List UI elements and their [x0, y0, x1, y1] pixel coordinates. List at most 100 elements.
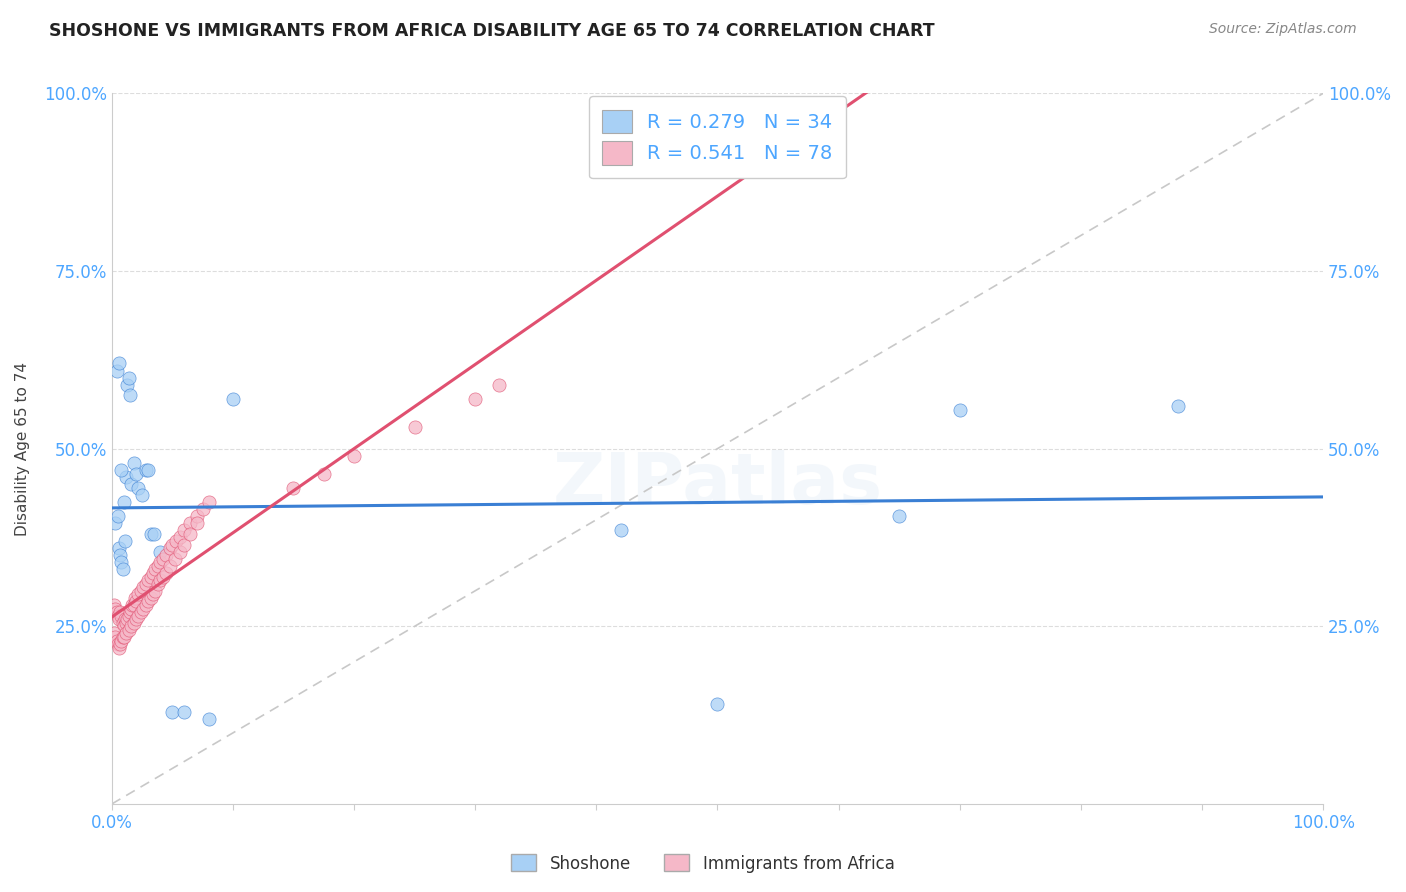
Point: [118, 388, 141, 402]
Point: [197, 495, 219, 509]
Point: [135, 576, 157, 591]
Point: [105, 605, 128, 619]
Point: [115, 615, 138, 630]
Point: [108, 356, 131, 370]
Point: [120, 619, 142, 633]
Point: [149, 555, 172, 569]
Point: [104, 516, 127, 531]
Point: [118, 608, 141, 623]
Point: [464, 392, 486, 406]
Point: [159, 558, 181, 573]
Point: [149, 545, 172, 559]
Point: [111, 630, 134, 644]
Point: [132, 601, 155, 615]
Point: [155, 548, 177, 562]
Point: [112, 495, 135, 509]
Point: [155, 566, 177, 580]
Point: [152, 551, 174, 566]
Point: [108, 612, 131, 626]
Point: [124, 591, 146, 605]
Point: [117, 377, 139, 392]
Point: [118, 370, 141, 384]
Point: [173, 705, 195, 719]
Point: [114, 534, 136, 549]
Point: [111, 615, 134, 630]
Point: [142, 587, 165, 601]
Point: [139, 527, 162, 541]
Point: [122, 615, 145, 630]
Point: [107, 608, 129, 623]
Point: [149, 573, 172, 587]
Point: [110, 548, 132, 562]
Point: [186, 509, 208, 524]
Y-axis label: Disability Age 65 to 74: Disability Age 65 to 74: [15, 361, 30, 536]
Point: [107, 509, 129, 524]
Point: [108, 541, 131, 556]
Point: [125, 594, 148, 608]
Point: [222, 392, 245, 406]
Point: [609, 524, 631, 538]
Point: [115, 470, 138, 484]
Point: [706, 698, 728, 712]
Point: [132, 580, 155, 594]
Point: [146, 576, 169, 591]
Point: [146, 558, 169, 573]
Point: [117, 612, 139, 626]
Legend: R = 0.279   N = 34, R = 0.541   N = 78: R = 0.279 N = 34, R = 0.541 N = 78: [589, 96, 846, 178]
Point: [143, 562, 166, 576]
Point: [143, 583, 166, 598]
Point: [125, 612, 148, 626]
Point: [127, 587, 149, 601]
Point: [122, 456, 145, 470]
Point: [118, 623, 141, 637]
Point: [111, 562, 134, 576]
Point: [169, 531, 191, 545]
Point: [197, 712, 219, 726]
Point: [104, 601, 127, 615]
Point: [127, 481, 149, 495]
Point: [104, 630, 127, 644]
Point: [110, 608, 132, 623]
Point: [488, 377, 510, 392]
Point: [139, 569, 162, 583]
Text: SHOSHONE VS IMMIGRANTS FROM AFRICA DISABILITY AGE 65 TO 74 CORRELATION CHART: SHOSHONE VS IMMIGRANTS FROM AFRICA DISAB…: [49, 22, 935, 40]
Point: [105, 363, 128, 377]
Point: [127, 608, 149, 623]
Point: [131, 488, 153, 502]
Point: [110, 605, 132, 619]
Point: [173, 538, 195, 552]
Point: [120, 477, 142, 491]
Point: [179, 527, 201, 541]
Point: [404, 420, 426, 434]
Point: [136, 573, 159, 587]
Text: ZIPatlas: ZIPatlas: [553, 450, 883, 519]
Point: [162, 538, 184, 552]
Point: [125, 467, 148, 481]
Point: [135, 463, 157, 477]
Point: [120, 601, 142, 615]
Point: [110, 555, 132, 569]
Text: Source: ZipAtlas.com: Source: ZipAtlas.com: [1209, 22, 1357, 37]
Point: [103, 598, 125, 612]
Point: [143, 527, 166, 541]
Point: [108, 640, 131, 655]
Point: [162, 705, 184, 719]
Point: [159, 541, 181, 556]
Point: [165, 534, 187, 549]
Point: [121, 598, 143, 612]
Point: [283, 481, 305, 495]
Point: [136, 463, 159, 477]
Point: [118, 605, 141, 619]
Point: [122, 598, 145, 612]
Point: [112, 619, 135, 633]
Point: [110, 637, 132, 651]
Point: [142, 566, 165, 580]
Legend: Shoshone, Immigrants from Africa: Shoshone, Immigrants from Africa: [505, 847, 901, 880]
Point: [105, 633, 128, 648]
Point: [889, 509, 911, 524]
Point: [163, 551, 186, 566]
Point: [129, 605, 152, 619]
Point: [114, 612, 136, 626]
Point: [173, 524, 195, 538]
Point: [343, 449, 366, 463]
